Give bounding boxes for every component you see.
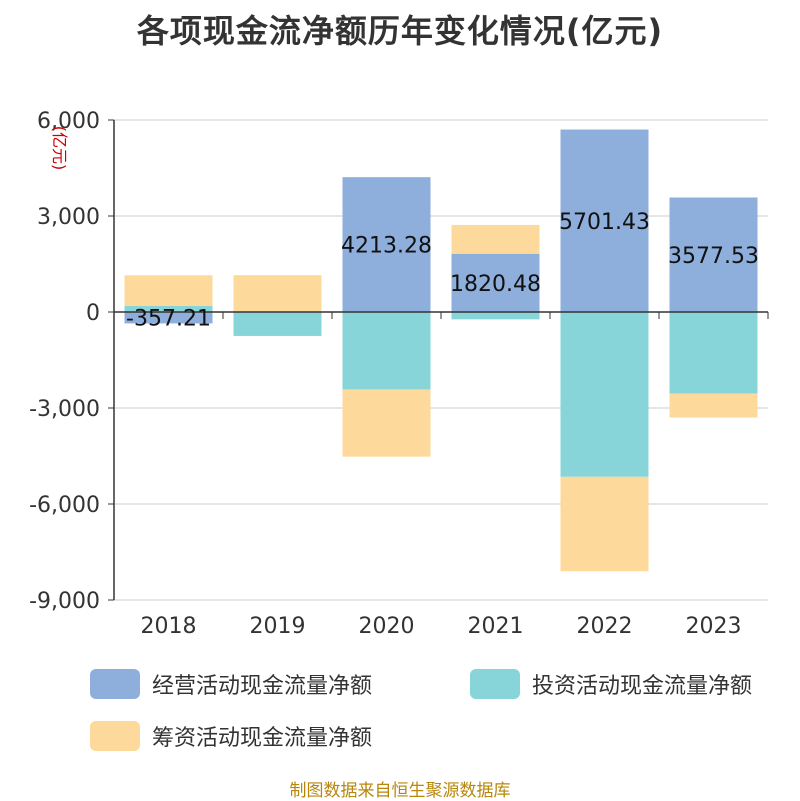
x-tick-label: 2021 (468, 614, 524, 639)
bar-financing-2022 (560, 476, 649, 572)
x-tick-label: 2023 (686, 614, 742, 639)
bar-investing-2020 (342, 312, 431, 390)
source-note: 制图数据来自恒生聚源数据库 (289, 781, 511, 801)
y-tick-label: 3,000 (37, 205, 100, 230)
bar-operating-2020 (342, 177, 431, 312)
y-tick-label: 6,000 (37, 109, 100, 134)
legend-item-operating[interactable]: 经营活动现金流量净额 (90, 668, 372, 700)
x-tick-label: 2018 (141, 614, 197, 639)
data-label-2021: 1820.48 (450, 272, 541, 297)
legend-label-investing: 投资活动现金流量净额 (532, 674, 753, 699)
bar-financing-2018 (124, 275, 213, 306)
bar-financing-2020 (342, 389, 431, 457)
bar-investing-2022 (560, 312, 649, 477)
bar-operating-2018 (124, 312, 213, 324)
legend-swatch-financing (90, 721, 140, 751)
bar-operating-2023 (669, 197, 758, 312)
chart-title: 各项现金流净额历年变化情况(亿元) (136, 12, 664, 50)
bar-investing-2021 (451, 312, 540, 320)
legend-label-operating: 经营活动现金流量净额 (152, 674, 373, 699)
legend-item-investing[interactable]: 投资活动现金流量净额 (470, 668, 752, 700)
x-tick-label: 2020 (359, 614, 415, 639)
data-label-2023: 3577.53 (668, 244, 759, 269)
legend-label-financing: 筹资活动现金流量净额 (152, 726, 373, 751)
bar-investing-2023 (669, 312, 758, 394)
bar-operating-2021 (451, 253, 540, 312)
legend-swatch-investing (470, 669, 520, 699)
bar-operating-2022 (560, 129, 649, 312)
y-tick-label: -9,000 (29, 589, 100, 614)
y-unit-label: (亿元) (50, 126, 69, 171)
bar-financing-2021 (451, 224, 540, 254)
stacked-bar-chart: 6,000 3,000 0 -3,000 -6,000 -9,000 2018 2019 202… (29, 109, 769, 639)
legend-swatch-operating (90, 669, 140, 699)
y-tick-label: 0 (86, 301, 100, 326)
bar-financing-2023 (669, 393, 758, 418)
legend-item-financing[interactable]: 筹资活动现金流量净额 (90, 720, 372, 752)
bar-financing-2019 (233, 275, 322, 312)
x-tick-label: 2019 (250, 614, 306, 639)
y-tick-label: -3,000 (29, 397, 100, 422)
x-tick-label: 2022 (577, 614, 633, 639)
y-tick-label: -6,000 (29, 493, 100, 518)
bar-investing-2019 (233, 312, 322, 336)
bar-investing-2018 (124, 305, 213, 312)
data-label-2018: -357.21 (126, 307, 211, 332)
data-label-2022: 5701.43 (559, 210, 650, 235)
data-label-2020: 4213.28 (341, 234, 432, 259)
